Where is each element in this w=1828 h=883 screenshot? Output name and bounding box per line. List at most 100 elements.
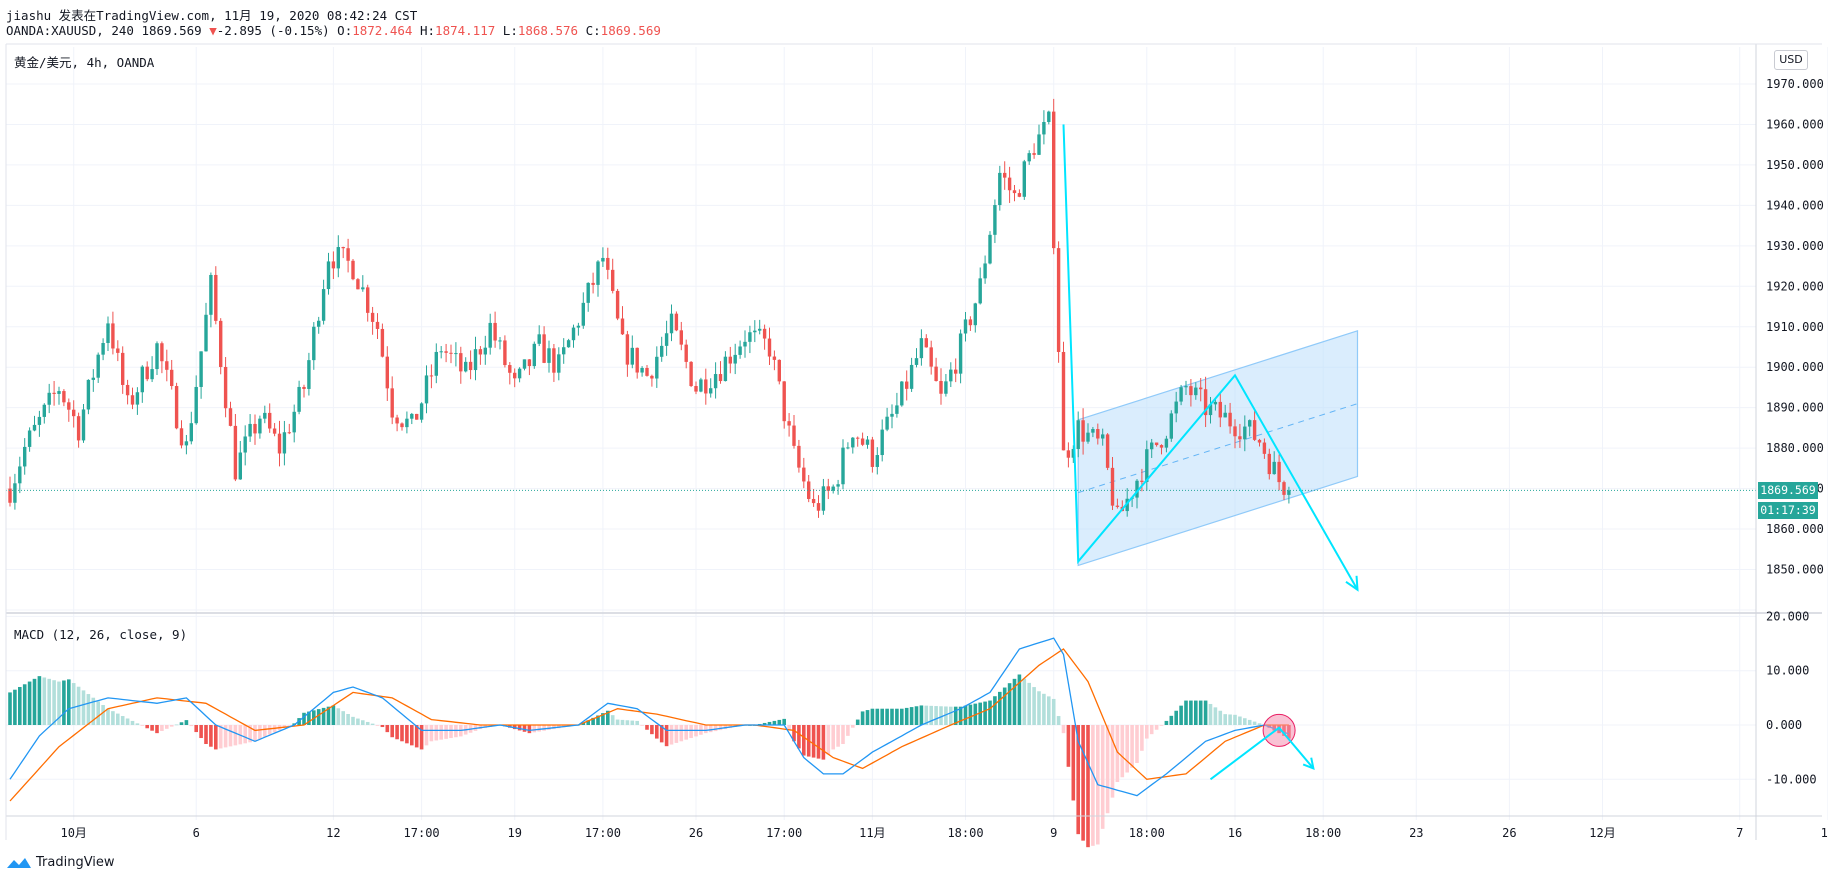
candle-body — [361, 287, 365, 290]
candle-body — [900, 381, 904, 406]
price-tick-label: 1910.000 — [1766, 320, 1824, 334]
candle-body — [1052, 111, 1056, 249]
candle-body — [723, 356, 728, 382]
histogram-bar — [1037, 691, 1041, 725]
candle-body — [581, 302, 585, 326]
candle-body — [415, 413, 419, 420]
candle-body — [1027, 153, 1031, 162]
candle-body — [738, 346, 742, 355]
channel-median — [1078, 403, 1358, 494]
histogram-bar — [890, 708, 894, 725]
time-axis-labels[interactable]: 10月 6 12 17:00 19 17:00 26 17:00 11月 18:00 9 18:00 1… — [60, 826, 1828, 840]
candle-body — [674, 313, 679, 331]
histogram-bar — [1213, 707, 1218, 725]
histogram-bar — [909, 707, 914, 725]
price-axis-labels[interactable]: 1970.000 1960.000 1950.000 1940.000 1930.000… — [1766, 77, 1824, 577]
candle-body — [1228, 412, 1232, 427]
candle-body — [223, 366, 228, 409]
candle-body — [983, 263, 987, 279]
time-tick-label: 12 — [326, 826, 340, 840]
parallel-channel-drawing[interactable] — [1077, 329, 1359, 567]
macd-pane-label[interactable]: MACD (12, 26, close, 9) — [14, 627, 188, 642]
candle-body — [1257, 439, 1262, 443]
histogram-bar — [841, 725, 845, 745]
histogram-bar — [1066, 725, 1071, 767]
histogram-bar — [179, 722, 184, 725]
candle-body — [366, 287, 370, 313]
histogram-bar — [615, 719, 620, 725]
histogram-bar — [429, 725, 434, 742]
main-pane-label[interactable]: 黄金/美元, 4h, OANDA — [14, 55, 155, 70]
candle-body — [694, 386, 698, 392]
candle-body — [1199, 387, 1203, 390]
histogram-bar — [32, 678, 37, 725]
candle-body — [106, 323, 110, 344]
histogram-bar — [356, 718, 360, 725]
histogram-bar — [522, 725, 527, 732]
histogram-bar — [1145, 725, 1149, 739]
candle-body — [1022, 161, 1026, 197]
candle-body — [238, 452, 242, 480]
axes-frame — [5, 43, 1822, 840]
candle-body — [851, 437, 855, 448]
histogram-bar — [914, 706, 919, 725]
candle-body — [434, 351, 438, 376]
candle-body — [772, 356, 777, 360]
candle-body — [194, 386, 198, 424]
candle-body — [640, 367, 644, 373]
candle-body — [870, 439, 875, 467]
candle-body — [493, 322, 497, 341]
candle-body — [537, 334, 541, 344]
candle-body — [199, 351, 203, 387]
candle-body — [125, 384, 130, 396]
candle-body — [949, 369, 953, 382]
macd-axis-labels[interactable]: 20.000 10.000 0.000 -10.000 — [1766, 609, 1817, 786]
histogram-bar — [620, 719, 625, 725]
histogram-bar — [449, 725, 453, 739]
candle-body — [1012, 190, 1017, 194]
candle-body — [1159, 445, 1164, 448]
histogram-bar — [885, 708, 889, 725]
candlestick-series — [8, 98, 1291, 518]
histogram-bar — [204, 725, 208, 745]
candle-body — [1189, 386, 1193, 396]
candle-body — [1140, 480, 1144, 482]
candle-body — [165, 361, 169, 370]
candle-body — [1174, 401, 1178, 414]
histogram-bar — [655, 725, 659, 739]
histogram-bar — [1007, 683, 1012, 725]
price-tick-label: 1960.000 — [1766, 117, 1824, 131]
candle-body — [1047, 111, 1051, 122]
candle-body — [689, 361, 693, 387]
tradingview-logo[interactable]: TradingView — [6, 855, 115, 870]
macd-annotation[interactable] — [1209, 713, 1315, 781]
candle-body — [184, 441, 189, 446]
histogram-bar — [610, 715, 615, 725]
histogram-bar — [944, 706, 948, 725]
histogram-bar — [1047, 696, 1051, 725]
histogram-bar — [189, 725, 194, 727]
candle-body — [664, 333, 669, 346]
histogram-bar — [1061, 725, 1066, 734]
candle-body — [170, 369, 174, 387]
candle-body — [787, 421, 791, 426]
candle-body — [81, 409, 86, 441]
candle-body — [1287, 490, 1291, 495]
candle-body — [1282, 482, 1286, 495]
candle-body — [111, 323, 115, 349]
candle-body — [733, 354, 737, 364]
histogram-bar — [601, 713, 605, 725]
histogram-bar — [640, 725, 644, 726]
candle-body — [1164, 438, 1169, 448]
histogram-bar — [390, 725, 394, 738]
candle-body — [263, 412, 267, 419]
currency-button[interactable]: USD — [1774, 50, 1808, 70]
histogram-bar — [1027, 682, 1031, 725]
histogram-bar — [762, 722, 767, 725]
histogram-bar — [1091, 725, 1095, 846]
histogram-bar — [875, 708, 880, 725]
histogram-bar — [512, 725, 517, 730]
trend-arrow-drawing[interactable] — [1062, 124, 1359, 592]
candle-body — [62, 391, 66, 403]
